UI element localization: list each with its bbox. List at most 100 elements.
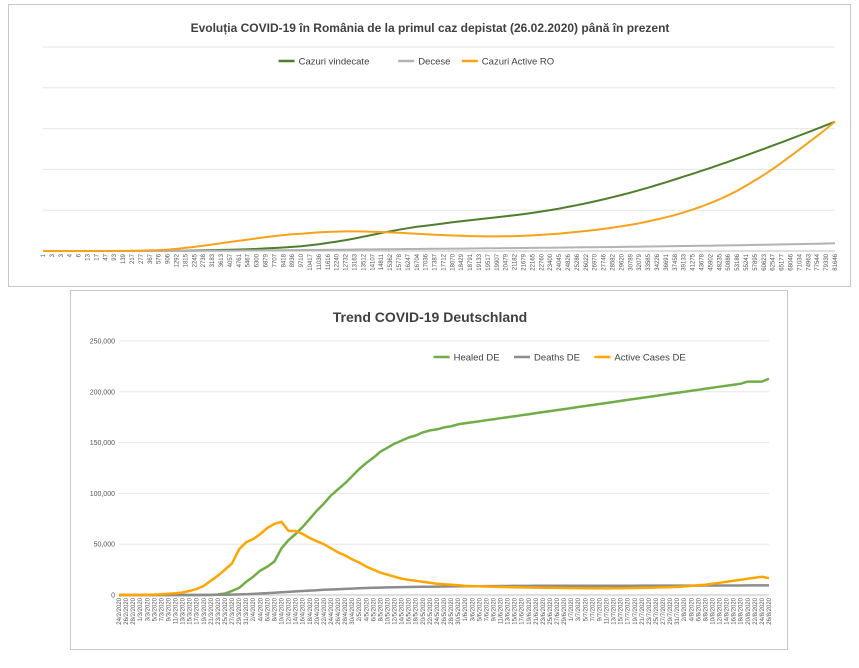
x-tick-label: 14107 [370,253,376,270]
x-tick-label: 8936 [290,253,296,267]
x-tick-label: 19/3/2020 [202,597,208,624]
x-tick-label: 1292 [174,253,180,267]
x-tick-label: 2/5/2020 [357,597,363,621]
x-tick-label: 79330 [824,253,830,270]
x-tick-label: 14811 [379,253,385,270]
x-tick-label: 18070 [450,253,456,270]
x-tick-label: 26022 [584,253,590,270]
x-tick-label: 2245 [192,253,198,267]
x-tick-label: 55241 [744,253,750,270]
x-tick-label: 11616 [326,253,332,270]
x-tick-label: 25/7/2020 [654,597,660,624]
x-tick-label: 4761 [237,253,243,267]
x-tick-label: 3/3/2020 [145,597,151,621]
x-tick-label: 93 [112,253,118,260]
x-tick-label: 19517 [486,253,492,270]
x-tick-label: 6 [77,253,83,257]
x-tick-label: 17/6/2020 [520,597,526,624]
x-tick-label: 17036 [424,253,430,270]
x-tick-label: 16/8/2020 [732,597,738,624]
x-tick-label: 50886 [726,253,732,270]
x-tick-label: 23/6/2020 [541,597,547,624]
x-tick-label: 21182 [513,253,519,270]
x-tick-label: 22/5/2020 [428,597,434,624]
gridlines [43,46,835,252]
x-tick-label: 11036 [317,253,323,270]
x-tick-label: 3/6/2020 [470,597,476,621]
x-tick-label: 6/4/2020 [265,597,271,621]
x-tick-label: 10/4/2020 [280,597,286,624]
x-tick-label: 26/4/2020 [336,597,342,624]
x-tick-label: 11/7/2020 [605,597,611,624]
x-tick-label: 367 [148,253,154,264]
x-tick-label: 1815 [183,253,189,267]
x-tick-label: 5/6/2020 [477,597,483,621]
x-tick-label: 28/4/2020 [343,597,349,624]
x-tick-label: 906 [166,253,172,264]
y-tick-label: 100,000 [90,491,115,498]
x-tick-label: 4057 [228,253,234,267]
x-tick-label: 6/8/2020 [696,597,702,621]
x-tick-label: 24826 [566,253,572,270]
gridlines [119,340,769,596]
x-tick-label: 13/3/2020 [181,597,187,624]
x-tick-label: 5467 [246,253,252,267]
chart-romania: Evoluția COVID-19 în România de la primu… [41,21,839,271]
x-tick-label: 24/5/2020 [435,597,441,624]
x-tick-label: 3183 [210,253,216,267]
series-lines [43,120,836,252]
x-tick-label: 13/7/2020 [612,597,618,624]
x-tick-label: 13 [85,253,91,260]
x-tick-label: 26/8/2020 [767,597,773,624]
x-tick-label: 45902 [708,253,714,270]
x-tick-label: 24/8/2020 [760,597,766,624]
x-tick-label: 30/5/2020 [456,597,462,624]
chart-panel-romania: Evoluția COVID-19 în România de la primu… [8,4,851,287]
x-tick-label: 25/3/2020 [223,597,229,624]
x-tick-label: 77544 [815,253,821,270]
x-tick-label: 25/6/2020 [548,597,554,624]
x-tick-label: 37458 [673,253,679,270]
x-tick-label: 12732 [344,253,350,270]
x-tick-label: 9710 [299,253,305,267]
x-tick-labels: 24/2/2020 26/2/2020 28/2/2020 1/3/2020 3/3/2… [117,597,773,624]
legend-item-deaths-de: Deaths DE [514,353,580,364]
x-tick-label: 19/6/2020 [527,597,533,624]
chart-legend: Cazuri vindecate Decese Cazuri Active RO [278,57,554,68]
x-tick-label: 74963 [806,253,812,270]
chart-legend: Healed DE Deaths DE Active Cases DE [433,353,686,364]
x-tick-label: 2738 [201,253,207,267]
x-tick-label: 11/3/2020 [174,597,180,624]
x-tick-label: 65177 [780,253,786,270]
x-tick-label: 1/3/2020 [138,597,144,621]
y-tick-label: 150,000 [90,440,115,447]
x-tick-label: 24045 [557,253,563,270]
x-tick-label: 18429 [459,253,465,270]
x-tick-label: 1/6/2020 [463,597,469,621]
x-tick-label: 21679 [522,253,528,270]
x-tick-label: 20/4/2020 [315,597,321,624]
x-tick-label: 29/3/2020 [237,597,243,624]
x-tick-label: 20479 [504,253,510,270]
legend-label: Healed DE [454,353,500,364]
x-tick-label: 13/6/2020 [506,597,512,624]
x-tick-labels: 1 3 3 4 6 13 17 47 93 139 217 277 367 576 906 1292 1815 2… [41,253,839,270]
series-line-deaths-de [119,584,769,597]
x-tick-label: 15/3/2020 [188,597,194,624]
x-tick-label: 48235 [717,253,723,270]
x-tick-label: 28/5/2020 [449,597,455,624]
chart-panel-germany: Trend COVID-19 Deutschland Healed DE Deat… [70,290,788,650]
x-tick-label: 13163 [352,253,358,270]
y-tick-labels: 0 50,000 100,000 150,000 200,000 250,000 [90,339,115,600]
x-tick-label: 29/7/2020 [668,597,674,624]
x-tick-label: 20/5/2020 [421,597,427,624]
x-tick-label: 39133 [682,253,688,270]
x-tick-label: 9/3/2020 [166,597,172,621]
legend-label: Cazuri vindecate [299,57,370,68]
x-tick-label: 30789 [628,253,634,270]
x-tick-label: 47 [103,253,109,260]
series-line-cazuri-active-ro [43,120,836,252]
x-tick-label: 22/8/2020 [753,597,759,624]
x-tick-label: 23/3/2020 [216,597,222,624]
x-tick-label: 9/7/2020 [597,597,603,621]
